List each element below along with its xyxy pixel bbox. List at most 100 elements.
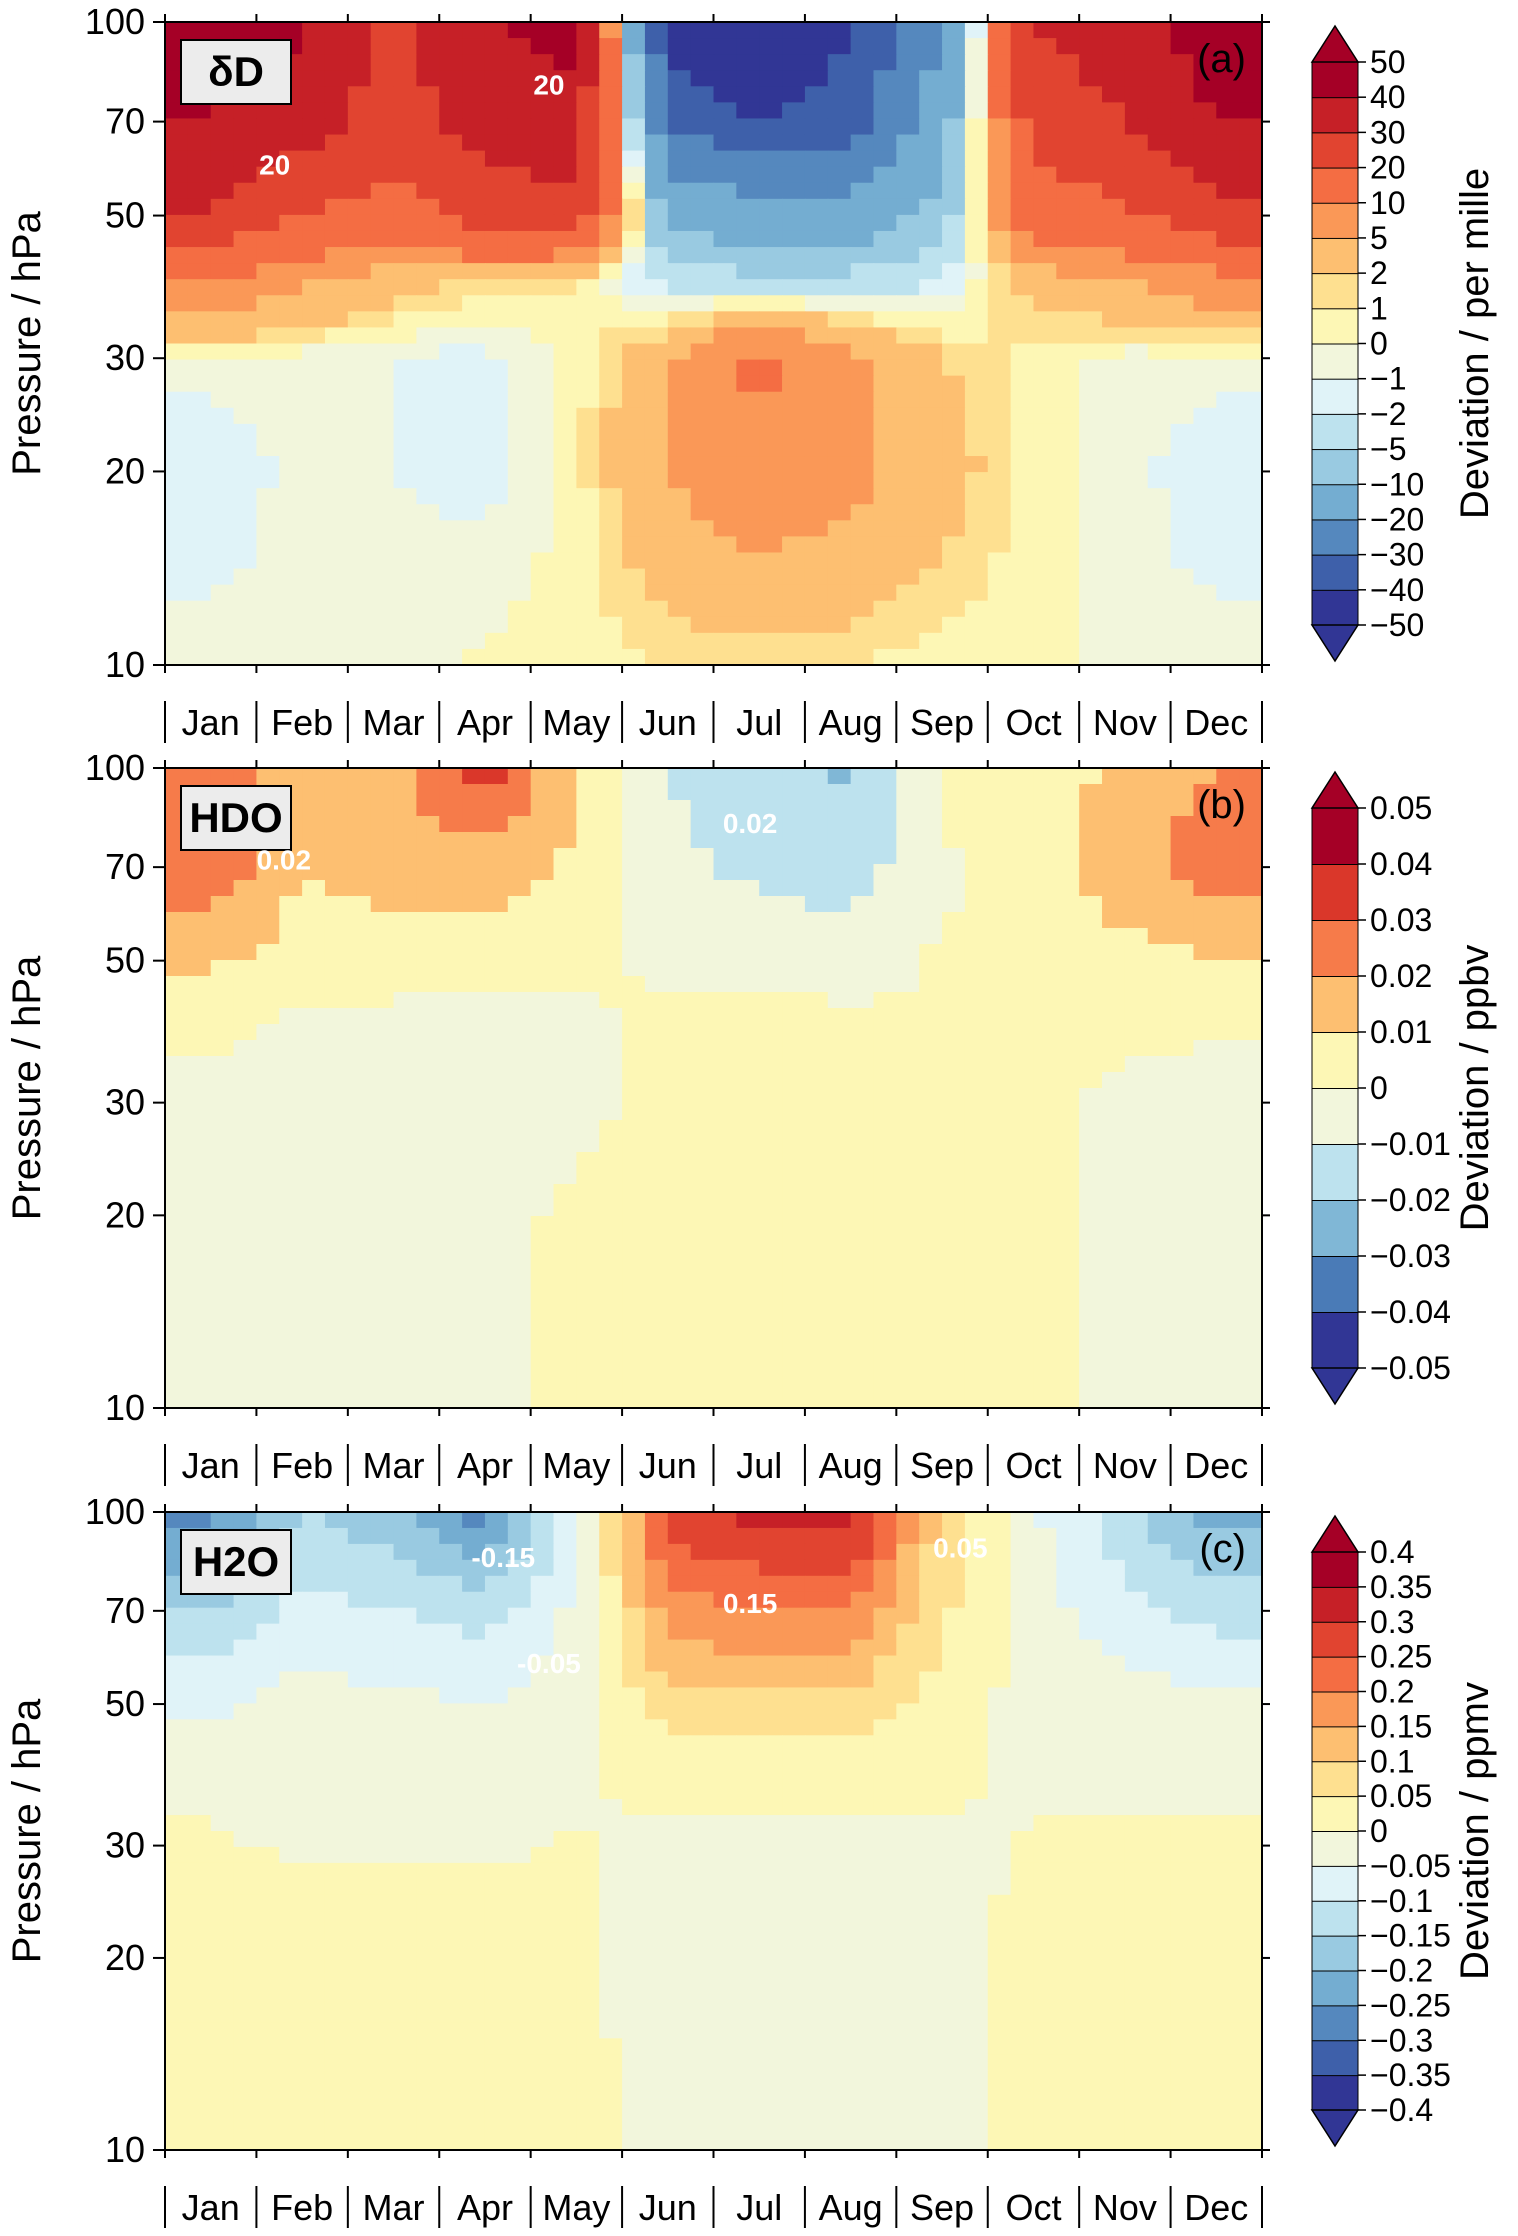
- heatmap-cell: [165, 1655, 189, 1673]
- heatmap-cell: [210, 1040, 235, 1057]
- heatmap-cell: [324, 166, 349, 184]
- heatmap-cell: [1010, 247, 1035, 264]
- heatmap-cell: [1239, 1008, 1263, 1025]
- heatmap-cell: [416, 439, 440, 457]
- heatmap-cell: [416, 70, 440, 87]
- heatmap-cell: [827, 134, 852, 152]
- heatmap-cell: [804, 816, 829, 833]
- heatmap-cell: [187, 1783, 212, 1800]
- heatmap-cell: [850, 784, 875, 801]
- heatmap-cell: [713, 1559, 737, 1577]
- heatmap-cell: [1216, 472, 1240, 489]
- heatmap-cell: [644, 1591, 669, 1609]
- heatmap-cell: [942, 1559, 966, 1577]
- heatmap-cell: [782, 1184, 806, 1201]
- heatmap-cell: [1216, 1104, 1240, 1121]
- heatmap-cell: [576, 311, 600, 329]
- heatmap-cell: [964, 1216, 989, 1233]
- heatmap-cell: [622, 1735, 646, 1752]
- heatmap-cell: [759, 1687, 783, 1704]
- heatmap-cell: [393, 407, 417, 425]
- heatmap-cell: [1124, 584, 1149, 602]
- heatmap-cell: [713, 1040, 737, 1057]
- heatmap-cell: [210, 343, 235, 361]
- heatmap-cell: [1239, 768, 1263, 785]
- heatmap-cell: [530, 800, 555, 817]
- heatmap-cell: [507, 816, 532, 833]
- heatmap-cell: [713, 1703, 737, 1720]
- heatmap-cell: [622, 864, 646, 881]
- heatmap-cell: [1193, 568, 1217, 586]
- heatmap-cell: [850, 1200, 875, 1217]
- heatmap-cell: [370, 504, 395, 521]
- heatmap-cell: [1079, 247, 1103, 264]
- heatmap-cell: [507, 1232, 532, 1249]
- heatmap-cell: [233, 439, 258, 457]
- heatmap-cell: [256, 22, 280, 39]
- heatmap-cell: [302, 118, 326, 136]
- heatmap-cell: [987, 70, 1012, 87]
- heatmap-cell: [302, 150, 326, 168]
- heatmap-cell: [1147, 1703, 1172, 1720]
- heatmap-cell: [1033, 391, 1057, 409]
- heatmap-cell: [507, 230, 532, 248]
- heatmap-cell: [644, 1216, 669, 1233]
- heatmap-cell: [1216, 1056, 1240, 1073]
- heatmap-cell: [393, 327, 417, 345]
- heatmap-cell: [256, 1216, 280, 1233]
- heatmap-cell: [1079, 263, 1103, 280]
- heatmap-cell: [919, 1559, 943, 1577]
- heatmap-cell: [736, 1783, 760, 1800]
- heatmap-cell: [804, 1328, 829, 1345]
- heatmap-cell: [1216, 768, 1240, 785]
- heatmap-cell: [553, 198, 577, 216]
- heatmap-cell: [439, 1136, 463, 1153]
- heatmap-cell: [1239, 1088, 1263, 1105]
- heatmap-cell: [759, 198, 783, 216]
- heatmap-cell: [850, 632, 875, 650]
- colorbar-band: [1311, 589, 1359, 626]
- heatmap-cell: [1147, 1280, 1172, 1297]
- heatmap-cell: [690, 182, 715, 200]
- heatmap-cell: [210, 150, 235, 168]
- colorbar-tick-label: 0.04: [1370, 846, 1432, 882]
- heatmap-cell: [1193, 1040, 1217, 1057]
- heatmap-cell: [507, 279, 532, 296]
- heatmap-cell: [439, 327, 463, 345]
- heatmap-cell: [667, 407, 692, 425]
- heatmap-cell: [576, 992, 600, 1009]
- heatmap-cell: [919, 247, 943, 264]
- heatmap-cell: [873, 1360, 897, 1377]
- heatmap-cell: [279, 520, 303, 538]
- heatmap-cell: [599, 1655, 623, 1673]
- heatmap-cell: [1010, 960, 1035, 977]
- heatmap-cell: [1033, 1088, 1057, 1105]
- heatmap-cell: [1239, 1687, 1263, 1704]
- heatmap-cell: [210, 1392, 235, 1409]
- heatmap-cell: [462, 1376, 486, 1393]
- heatmap-cell: [919, 1783, 943, 1800]
- heatmap-cell: [1079, 327, 1103, 345]
- heatmap-cell: [553, 1344, 577, 1361]
- colorbar-band: [1311, 483, 1359, 521]
- heatmap-cell: [1170, 247, 1195, 264]
- heatmap-cell: [622, 832, 646, 849]
- heatmap-cell: [484, 816, 509, 833]
- heatmap-cell: [1102, 1232, 1126, 1249]
- heatmap-cell: [1216, 1703, 1240, 1720]
- heatmap-cell: [1010, 150, 1035, 168]
- heatmap-cell: [1033, 928, 1057, 945]
- heatmap-cell: [1193, 1512, 1217, 1529]
- heatmap-cell: [873, 1783, 897, 1800]
- heatmap-cell: [165, 1623, 189, 1641]
- heatmap-cell: [759, 1655, 783, 1673]
- heatmap-cell: [347, 38, 372, 55]
- heatmap-cell: [873, 1104, 897, 1121]
- heatmap-cell: [919, 800, 943, 817]
- heatmap-cell: [576, 1639, 600, 1657]
- heatmap-cell: [484, 1280, 509, 1297]
- heatmap-cell: [370, 1376, 395, 1393]
- heatmap-cell: [165, 295, 189, 312]
- heatmap-cell: [370, 1735, 395, 1752]
- heatmap-cell: [279, 166, 303, 184]
